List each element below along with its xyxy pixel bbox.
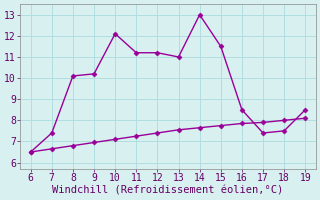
X-axis label: Windchill (Refroidissement éolien,°C): Windchill (Refroidissement éolien,°C): [52, 186, 284, 196]
